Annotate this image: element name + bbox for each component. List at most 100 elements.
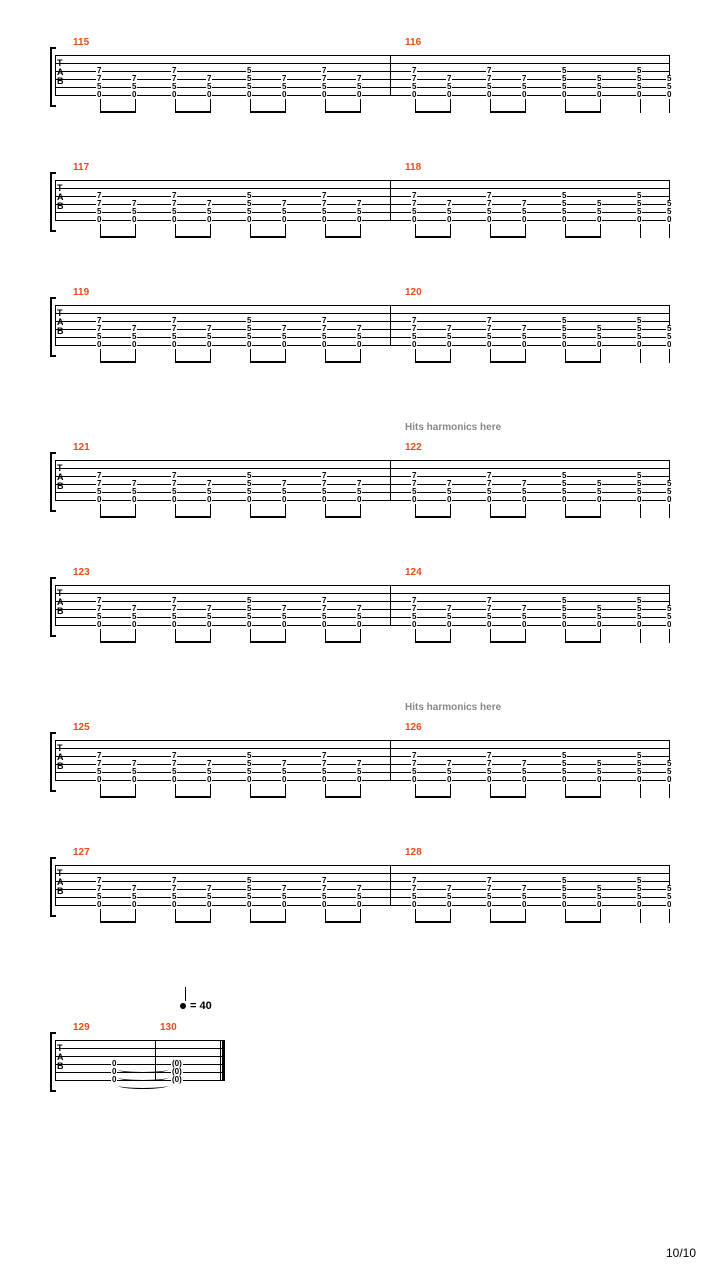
fret-number: 0 xyxy=(131,216,137,224)
fret-number: 0 xyxy=(561,91,567,99)
fret-number: 0 xyxy=(596,776,602,784)
measure-number: 116 xyxy=(405,37,421,48)
fret-number: 0 xyxy=(246,216,252,224)
tab-page: TAB1151167750750775075055507507750750775… xyxy=(0,0,720,1280)
fret-number: 0 xyxy=(171,341,177,349)
staff-lines: TAB125126Hits harmonics here775075077507… xyxy=(55,740,670,780)
measure-number: 121 xyxy=(73,442,90,453)
fret-number: 0 xyxy=(96,901,102,909)
fret-number: 0 xyxy=(171,621,177,629)
fret-number: 0 xyxy=(356,776,362,784)
fret-number: 0 xyxy=(561,341,567,349)
fret-number: 0 xyxy=(246,901,252,909)
tab-system: TAB1231247750750775075055507507750750775… xyxy=(55,585,670,625)
tab-system: TAB1191207750750775075055507507750750775… xyxy=(55,305,670,345)
staff-lines: TAB129130000(0)(0)(0) xyxy=(55,1040,225,1080)
fret-number: 0 xyxy=(486,341,492,349)
fret-number: 0 xyxy=(486,901,492,909)
fret-number: 0 xyxy=(666,621,672,629)
fret-number: 0 xyxy=(666,216,672,224)
fret-number: 0 xyxy=(321,91,327,99)
fret-number: 0 xyxy=(321,216,327,224)
fret-number: 0 xyxy=(131,91,137,99)
fret-number: 0 xyxy=(246,621,252,629)
fret-number: 0 xyxy=(321,341,327,349)
fret-number: 0 xyxy=(356,91,362,99)
tab-system: TAB121122Hits harmonics here775075077507… xyxy=(55,460,670,500)
fret-number: 0 xyxy=(446,496,452,504)
fret-number: 0 xyxy=(596,216,602,224)
fret-number: 0 xyxy=(446,216,452,224)
fret-number: 0 xyxy=(596,341,602,349)
fret-number: 0 xyxy=(356,341,362,349)
tab-system: TAB1171187750750775075055507507750750775… xyxy=(55,180,670,220)
fret-number: 0 xyxy=(596,621,602,629)
fret-number: 0 xyxy=(411,901,417,909)
fret-number: 0 xyxy=(486,91,492,99)
tab-clef: TAB xyxy=(57,59,64,86)
measure-number: 124 xyxy=(405,567,422,578)
fret-number: 0 xyxy=(666,91,672,99)
fret-number: 0 xyxy=(666,341,672,349)
tab-system: TAB125126Hits harmonics here775075077507… xyxy=(55,740,670,780)
fret-number: 0 xyxy=(206,91,212,99)
fret-number: 0 xyxy=(636,91,642,99)
staff-lines: TAB1231247750750775075055507507750750775… xyxy=(55,585,670,625)
fret-number: 0 xyxy=(521,216,527,224)
staff-lines: TAB121122Hits harmonics here775075077507… xyxy=(55,460,670,500)
fret-number: 0 xyxy=(636,341,642,349)
fret-number: 0 xyxy=(446,341,452,349)
fret-number: 0 xyxy=(636,496,642,504)
fret-number: 0 xyxy=(131,496,137,504)
fret-number: 0 xyxy=(111,1076,117,1084)
measure-number: 122 xyxy=(405,442,422,453)
tab-clef: TAB xyxy=(57,1044,64,1071)
fret-number: 0 xyxy=(636,216,642,224)
fret-number: 0 xyxy=(171,776,177,784)
tab-clef: TAB xyxy=(57,589,64,616)
fret-number: 0 xyxy=(666,901,672,909)
fret-number: 0 xyxy=(321,621,327,629)
fret-number: (0) xyxy=(171,1076,183,1084)
tab-clef: TAB xyxy=(57,869,64,896)
fret-number: 0 xyxy=(411,496,417,504)
page-number: 10/10 xyxy=(666,1246,696,1260)
fret-number: 0 xyxy=(321,776,327,784)
fret-number: 0 xyxy=(561,216,567,224)
fret-number: 0 xyxy=(206,621,212,629)
fret-number: 0 xyxy=(411,91,417,99)
tie xyxy=(118,1082,168,1089)
fret-number: 0 xyxy=(446,901,452,909)
fret-number: 0 xyxy=(96,341,102,349)
fret-number: 0 xyxy=(131,776,137,784)
fret-number: 0 xyxy=(521,776,527,784)
fret-number: 0 xyxy=(636,901,642,909)
measure-number: 130 xyxy=(160,1022,177,1033)
fret-number: 0 xyxy=(446,621,452,629)
fret-number: 0 xyxy=(321,901,327,909)
fret-number: 0 xyxy=(561,776,567,784)
measure-number: 115 xyxy=(73,37,89,48)
fret-number: 0 xyxy=(131,901,137,909)
fret-number: 0 xyxy=(281,91,287,99)
measure-number: 117 xyxy=(73,162,89,173)
fret-number: 0 xyxy=(281,901,287,909)
fret-number: 0 xyxy=(171,216,177,224)
measure-number: 128 xyxy=(405,847,422,858)
fret-number: 0 xyxy=(246,91,252,99)
fret-number: 0 xyxy=(171,91,177,99)
fret-number: 0 xyxy=(356,216,362,224)
fret-number: 0 xyxy=(411,776,417,784)
tab-clef: TAB xyxy=(57,464,64,491)
staff-lines: TAB1151167750750775075055507507750750775… xyxy=(55,55,670,95)
fret-number: 0 xyxy=(521,496,527,504)
measure-number: 126 xyxy=(405,722,422,733)
fret-number: 0 xyxy=(596,91,602,99)
fret-number: 0 xyxy=(561,496,567,504)
measure-number: 129 xyxy=(73,1022,90,1033)
measure-number: 120 xyxy=(405,287,422,298)
fret-number: 0 xyxy=(206,901,212,909)
fret-number: 0 xyxy=(486,621,492,629)
fret-number: 0 xyxy=(246,776,252,784)
staff-lines: TAB1271287750750775075055507507750750775… xyxy=(55,865,670,905)
